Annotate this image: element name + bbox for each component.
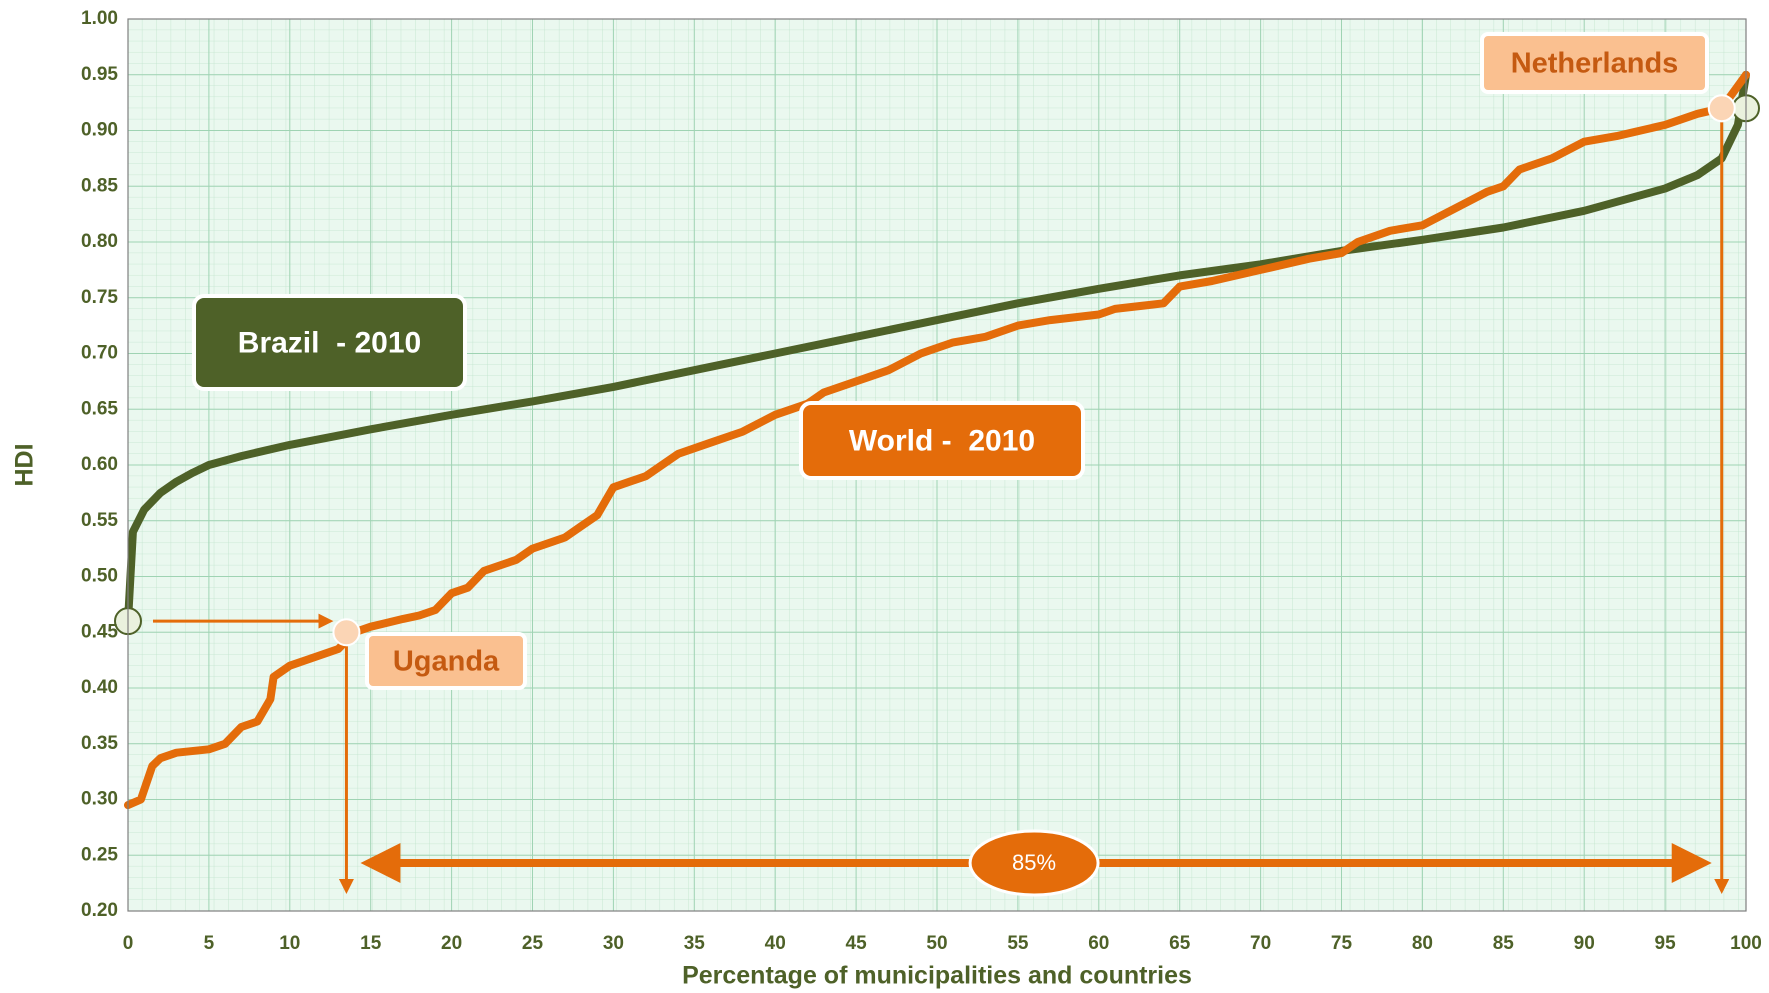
x-tick-label: 90 <box>1574 933 1595 954</box>
annotation-label: Netherlands <box>1511 48 1679 80</box>
legend-box <box>192 294 467 391</box>
plot-frame <box>127 18 1747 912</box>
y-tick-label: 0.40 <box>81 677 118 698</box>
x-axis-title: Percentage of municipalities and countri… <box>682 962 1192 990</box>
y-tick-label: 0.45 <box>81 621 118 642</box>
x-tick-label: 75 <box>1331 933 1353 954</box>
x-tick-label: 95 <box>1655 933 1677 954</box>
annotation-box <box>365 632 527 690</box>
y-tick-label: 0.50 <box>81 566 118 587</box>
y-tick-label: 0.70 <box>81 343 118 364</box>
x-tick-label: 70 <box>1250 933 1271 954</box>
x-tick-label: 20 <box>441 933 462 954</box>
legend-box <box>799 401 1085 480</box>
annotation-marker <box>332 618 361 647</box>
x-tick-label: 65 <box>1169 933 1191 954</box>
x-tick-label: 0 <box>123 933 134 954</box>
x-tick-label: 30 <box>603 933 624 954</box>
y-tick-label: 0.25 <box>81 844 118 865</box>
x-tick-label: 25 <box>522 933 544 954</box>
series-line <box>124 70 1750 626</box>
y-tick-label: 0.85 <box>81 175 118 196</box>
annotation-label: Uganda <box>393 646 500 678</box>
y-tick-label: 0.20 <box>81 900 118 921</box>
span-label: 85% <box>1012 850 1056 875</box>
y-tick-label: 1.00 <box>81 8 118 29</box>
x-tick-label: 10 <box>279 933 300 954</box>
x-tick-label: 5 <box>204 933 215 954</box>
x-tick-label: 55 <box>1007 933 1029 954</box>
x-tick-label: 45 <box>846 933 868 954</box>
y-tick-label: 0.80 <box>81 231 118 252</box>
y-tick-label: 0.55 <box>81 510 118 531</box>
annotation-marker <box>1707 94 1736 123</box>
x-tick-label: 60 <box>1088 933 1109 954</box>
x-tick-label: 15 <box>360 933 382 954</box>
y-axis-title: HDI <box>11 443 39 486</box>
x-tick-label: 85 <box>1493 933 1515 954</box>
annotation-box <box>1480 32 1709 94</box>
y-tick-label: 0.90 <box>81 120 118 141</box>
x-tick-label: 80 <box>1412 933 1433 954</box>
y-tick-label: 0.75 <box>81 287 118 308</box>
y-tick-label: 0.35 <box>81 733 118 754</box>
y-tick-label: 0.95 <box>81 64 118 85</box>
y-tick-label: 0.65 <box>81 398 118 419</box>
span-badge <box>968 829 1100 897</box>
x-tick-label: 40 <box>765 933 786 954</box>
y-tick-label: 0.30 <box>81 789 118 810</box>
y-tick-label: 0.60 <box>81 454 118 475</box>
x-tick-label: 100 <box>1730 933 1762 954</box>
legend-label: World - 2010 <box>849 424 1035 457</box>
x-tick-label: 35 <box>684 933 706 954</box>
series-line <box>124 70 1750 810</box>
x-tick-label: 50 <box>926 933 947 954</box>
legend-label: Brazil - 2010 <box>238 326 421 359</box>
